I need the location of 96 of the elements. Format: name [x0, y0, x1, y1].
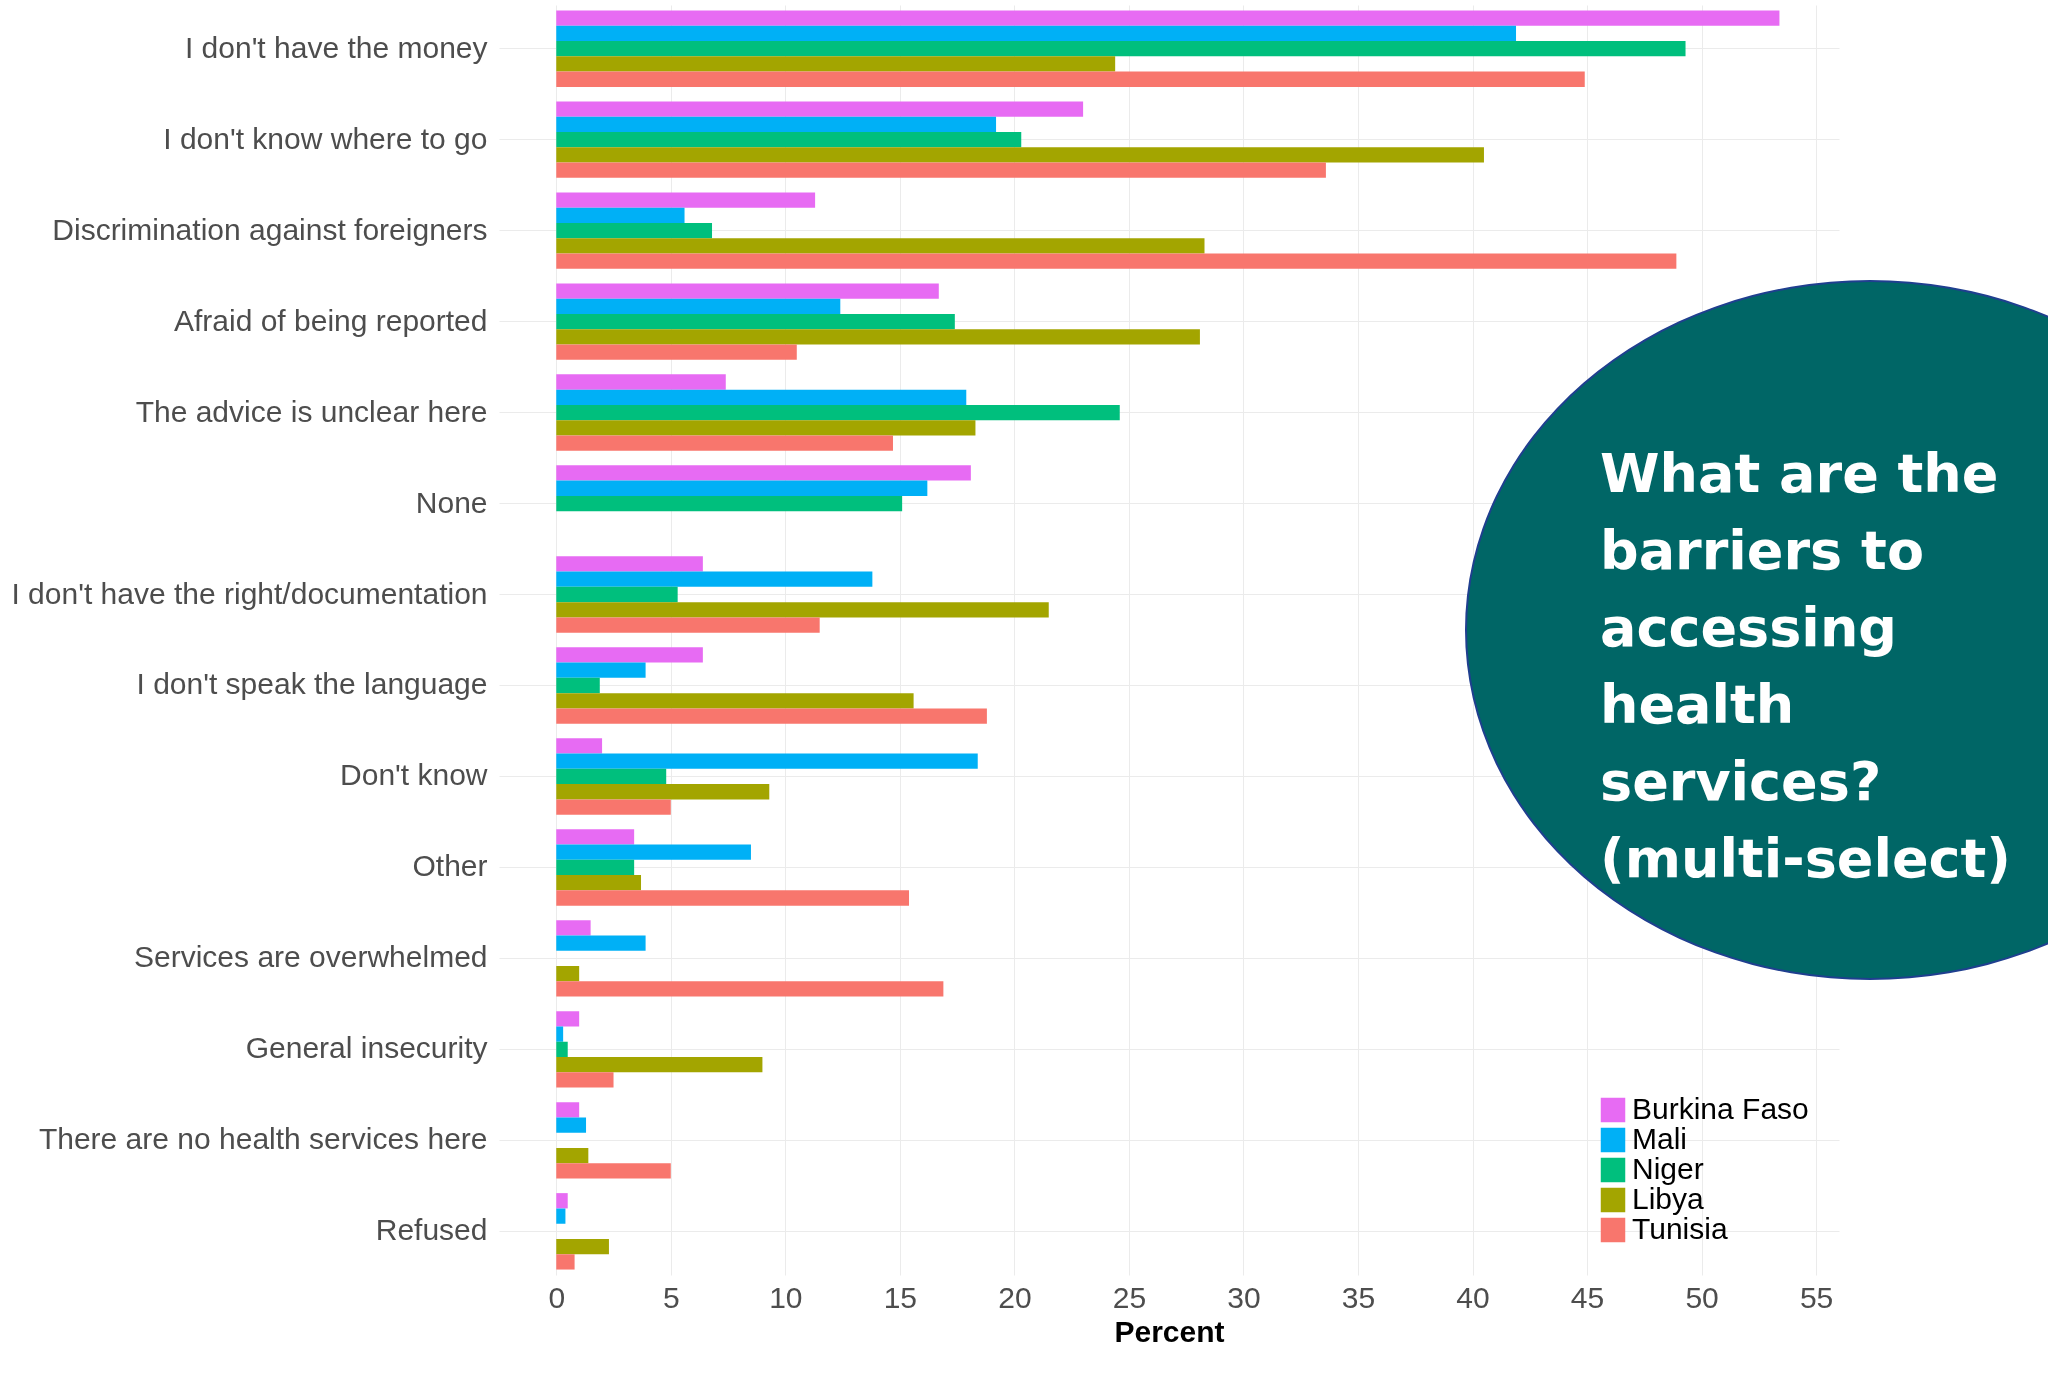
legend-label: Niger: [1632, 1152, 1704, 1185]
x-tick-label: 15: [883, 1280, 918, 1314]
bar: [556, 116, 997, 132]
bar: [556, 404, 1120, 421]
bar: [556, 662, 646, 678]
bar: [556, 1057, 763, 1073]
bar: [556, 586, 678, 603]
bar: [556, 192, 816, 208]
bar: [556, 708, 987, 724]
bar: [556, 313, 955, 330]
x-tick-label: 20: [998, 1280, 1032, 1314]
bar: [556, 1117, 587, 1133]
x-tick-label: 50: [1685, 1280, 1719, 1314]
bar: [556, 101, 1084, 117]
bar: [556, 1208, 566, 1224]
bar: [556, 677, 600, 694]
bar: [556, 435, 893, 451]
bar: [556, 693, 914, 709]
y-tick-label: I don't have the money: [184, 30, 488, 64]
x-tick-label: 35: [1341, 1280, 1376, 1314]
bar: [556, 253, 1677, 269]
bar: [556, 56, 1116, 72]
bar: [556, 132, 1022, 148]
bar: [556, 1011, 580, 1027]
x-tick-label: 55: [1799, 1280, 1834, 1314]
bar: [556, 222, 713, 239]
y-tick-label: I don't speak the language: [136, 667, 488, 701]
bar: [556, 617, 820, 633]
bar: [556, 162, 1326, 178]
bar: [556, 71, 1585, 87]
y-tick-label: None: [415, 485, 488, 519]
bar: [556, 283, 939, 299]
bar: [556, 1148, 589, 1164]
y-tick-label: General insecurity: [245, 1031, 488, 1065]
bar: [556, 495, 903, 512]
x-tick-label: 30: [1227, 1280, 1261, 1314]
bar: [556, 556, 703, 572]
bar: [556, 753, 978, 769]
bar: [556, 647, 703, 663]
bar: [556, 1163, 671, 1179]
bar: [556, 147, 1484, 163]
legend-label: Mali: [1632, 1122, 1688, 1155]
bar: [556, 859, 635, 876]
bar: [556, 10, 1780, 26]
bar: [556, 1254, 575, 1270]
y-tick-label: Don't know: [340, 758, 488, 792]
bar: [556, 1041, 568, 1058]
y-tick-label: I don't know where to go: [163, 121, 488, 155]
y-tick-label: There are no health services here: [38, 1122, 488, 1156]
bar: [556, 374, 726, 390]
y-tick-label: Refused: [375, 1213, 488, 1247]
bar: [556, 890, 910, 906]
bar: [556, 344, 797, 360]
bar: [556, 935, 646, 951]
bar: [556, 207, 685, 223]
x-tick-label: 5: [662, 1280, 680, 1314]
x-tick-label: 25: [1112, 1280, 1147, 1314]
x-tick-label: 10: [769, 1280, 803, 1314]
bar: [556, 329, 1200, 345]
y-tick-label: Other: [412, 849, 488, 883]
bar: [556, 738, 603, 754]
bar: [556, 1193, 568, 1209]
bar: [556, 298, 841, 314]
bar: [556, 844, 751, 860]
legend-label: Burkina Faso: [1632, 1092, 1809, 1125]
bar: [556, 389, 967, 405]
x-tick-label: 0: [548, 1280, 566, 1314]
bar: [556, 465, 971, 481]
bar: [556, 1026, 564, 1042]
y-tick-label: The advice is unclear here: [135, 394, 488, 428]
bar: [556, 768, 667, 785]
bar: [556, 1072, 614, 1088]
bar: [556, 480, 928, 496]
bar: [556, 602, 1049, 618]
y-tick-label: I don't have the right/documentation: [11, 576, 488, 610]
y-tick-label: Discrimination against foreigners: [52, 212, 488, 246]
bar: [556, 420, 976, 436]
y-tick-label: Services are overwhelmed: [134, 940, 488, 974]
annotation: What are the barriers to accessing health services? (multi-select): [1600, 441, 2013, 892]
bar: [556, 41, 1686, 57]
bar: [556, 799, 671, 815]
bar: [556, 25, 1517, 42]
x-tick-label: 40: [1456, 1280, 1490, 1314]
bar: [556, 1238, 609, 1255]
bar: [556, 829, 635, 845]
bar: [556, 238, 1205, 254]
bar: [556, 920, 591, 936]
bar: [556, 1102, 580, 1118]
y-tick-label: Afraid of being reported: [173, 303, 488, 337]
x-axis-title: Percent: [1114, 1314, 1225, 1348]
bar: [556, 966, 580, 982]
bar: [556, 875, 642, 891]
bar: [556, 571, 873, 587]
bar: [556, 784, 770, 800]
bar: [556, 981, 944, 997]
x-tick-label: 45: [1570, 1280, 1605, 1314]
